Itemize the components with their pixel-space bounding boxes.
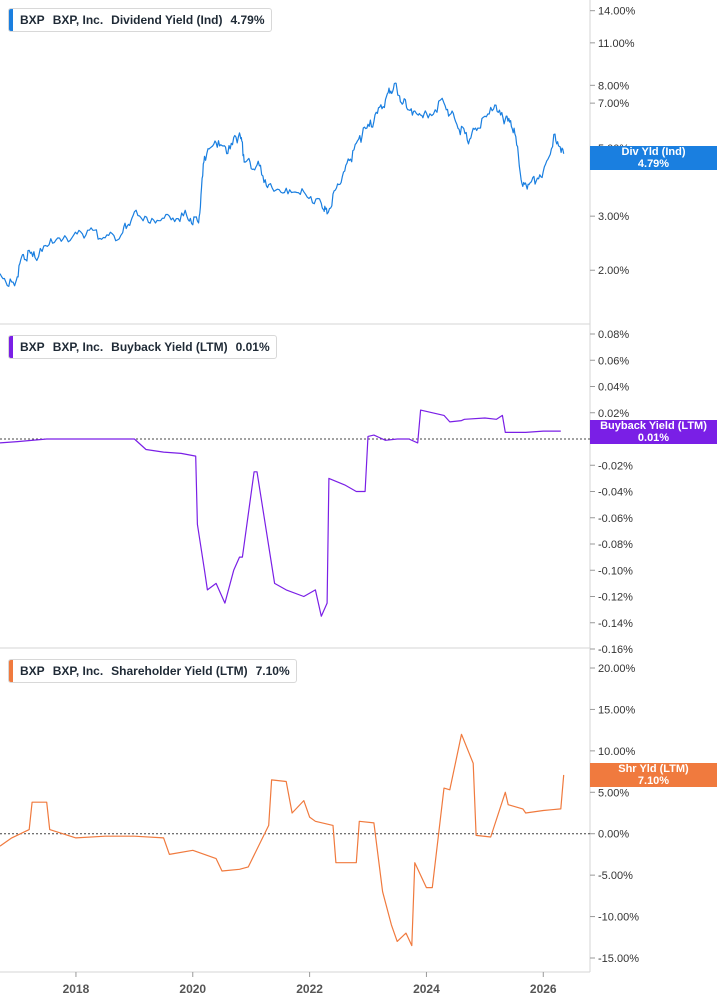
series-line-shareholder (0, 733, 565, 947)
tag-label: Buyback Yield (LTM) (600, 420, 707, 432)
y-tick-label: -0.02% (598, 460, 633, 472)
legend-company: BXP, Inc. (52, 13, 104, 27)
legend-metric: Buyback Yield (LTM) (111, 340, 228, 354)
legend-ticker: BXP (20, 664, 45, 678)
y-tick-label: -0.10% (598, 565, 633, 577)
legend-buyback-yield[interactable]: BXP BXP, Inc. Buyback Yield (LTM) 0.01% (8, 335, 277, 359)
tag-value: 0.01% (637, 432, 670, 444)
last-value-tag-dividend: Div Yld (Ind) 4.79% (590, 146, 717, 170)
legend-value: 0.01% (235, 340, 270, 354)
y-tick-label: -10.00% (598, 912, 639, 924)
y-tick-label: 11.00% (598, 38, 635, 50)
x-tick-label: 2018 (63, 982, 90, 996)
y-tick-label: 0.06% (598, 355, 629, 367)
y-tick-label: -0.06% (598, 513, 633, 525)
y-tick-label: 5.00% (598, 787, 629, 799)
y-tick-label: 8.00% (598, 80, 629, 92)
legend-swatch-shareholder (9, 660, 13, 682)
last-value-tag-buyback: Buyback Yield (LTM) 0.01% (590, 420, 717, 444)
y-tick-label: 2.00% (598, 265, 629, 277)
tag-value: 4.79% (637, 158, 670, 170)
legend-value: 4.79% (230, 13, 265, 27)
legend-company: BXP, Inc. (52, 340, 104, 354)
legend-value: 7.10% (255, 664, 290, 678)
y-tick-label: -0.14% (598, 618, 633, 630)
series-line-dividend (0, 82, 565, 287)
y-tick-label: -0.04% (598, 487, 633, 499)
y-tick-label: -0.16% (598, 644, 633, 656)
y-tick-label: 20.00% (598, 663, 636, 675)
legend-ticker: BXP (20, 13, 45, 27)
y-tick-label: 10.00% (598, 746, 636, 758)
legend-metric: Shareholder Yield (LTM) (111, 664, 248, 678)
legend-dividend-yield[interactable]: BXP BXP, Inc. Dividend Yield (Ind) 4.79% (8, 8, 272, 32)
y-tick-label: 3.00% (598, 211, 629, 223)
y-tick-label: 7.00% (598, 98, 629, 110)
y-tick-label: -0.08% (598, 539, 633, 551)
tag-value: 7.10% (637, 775, 670, 787)
y-tick-label: 0.00% (598, 829, 629, 841)
y-tick-label: 15.00% (598, 704, 636, 716)
x-tick-label: 2020 (179, 982, 206, 996)
x-tick-label: 2024 (413, 982, 440, 996)
y-tick-label: 0.04% (598, 382, 629, 394)
x-tick-label: 2022 (296, 982, 323, 996)
y-tick-label: 0.02% (598, 408, 629, 420)
x-tick-label: 2026 (530, 982, 557, 996)
legend-swatch-buyback (9, 336, 13, 358)
y-tick-label: -0.12% (598, 592, 633, 604)
legend-metric: Dividend Yield (Ind) (111, 13, 223, 27)
series-line-buyback (0, 409, 561, 617)
y-tick-label: 14.00% (598, 6, 636, 18)
last-value-tag-shareholder: Shr Yld (LTM) 7.10% (590, 763, 717, 787)
legend-swatch-dividend (9, 9, 13, 31)
legend-ticker: BXP (20, 340, 45, 354)
legend-shareholder-yield[interactable]: BXP BXP, Inc. Shareholder Yield (LTM) 7.… (8, 659, 297, 683)
tag-label: Div Yld (Ind) (621, 146, 686, 158)
tag-label: Shr Yld (LTM) (618, 763, 689, 775)
y-tick-label: -15.00% (598, 953, 639, 965)
y-tick-label: 0.08% (598, 329, 629, 341)
y-tick-label: -5.00% (598, 870, 633, 882)
legend-company: BXP, Inc. (52, 664, 104, 678)
